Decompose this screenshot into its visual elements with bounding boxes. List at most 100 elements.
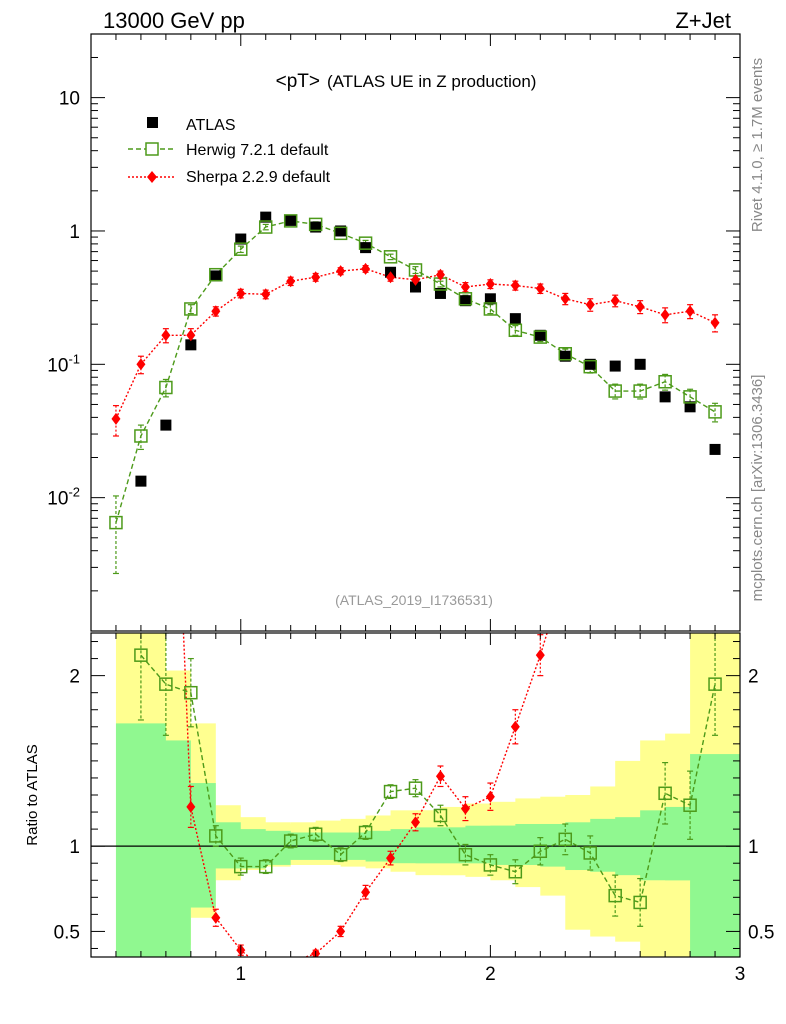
herwig-ratio-point (308, 827, 323, 841)
sherpa-point (435, 268, 445, 281)
main-y-tick-label: 10-2 (47, 485, 80, 510)
sherpa-point (236, 287, 246, 300)
ratio-y-tick-label-right: 0.5 (748, 922, 774, 943)
sherpa-point (685, 305, 695, 318)
legend-marker-herwig (145, 142, 159, 156)
main-plot-frame (91, 34, 740, 631)
sherpa-point (336, 265, 346, 278)
header-left-label: 13000 GeV pp (103, 8, 245, 33)
herwig-ratio-line (140, 654, 716, 904)
herwig-ratio-point (159, 677, 173, 691)
herwig-ratio-point (658, 786, 672, 801)
analysis-watermark: (ATLAS_2019_I1736531) (335, 592, 493, 608)
herwig-ratio-point (608, 888, 622, 903)
herwig-point (583, 359, 597, 374)
atlas-data-point (160, 419, 172, 431)
herwig-point (508, 323, 523, 338)
main-series-layer (109, 211, 722, 575)
sherpa-point (460, 280, 470, 293)
herwig-ratio-point (683, 798, 697, 812)
ratio-axis-title: Ratio to ATLAS (24, 744, 41, 845)
sherpa-point (510, 279, 520, 292)
herwig-point (184, 302, 198, 316)
sherpa-ratio-point (211, 911, 221, 924)
herwig-ratio-point (184, 685, 198, 700)
sherpa-point (560, 292, 570, 305)
legend-label-herwig: Herwig 7.2.1 default (186, 142, 329, 159)
herwig-point (383, 250, 398, 264)
main-y-tick-label: 10-1 (47, 351, 80, 376)
sherpa-point (535, 282, 545, 295)
sherpa-point (186, 329, 196, 342)
atlas-data-point (534, 329, 546, 341)
ratio-y-tick-label: 2 (69, 667, 80, 688)
legend-label-sherpa: Sherpa 2.2.9 default (186, 169, 331, 186)
chart-title-main: <pT> (276, 71, 320, 92)
herwig-point (358, 236, 373, 250)
herwig-point (109, 515, 123, 530)
sherpa-ratio-point (361, 886, 371, 899)
sherpa-point (261, 288, 271, 301)
sherpa-ratio-point (336, 925, 346, 938)
sherpa-point (286, 275, 296, 288)
ratio-y-tick-label-right: 1 (748, 837, 759, 858)
herwig-line (115, 220, 716, 523)
legend-marker-sherpa (147, 171, 157, 183)
sherpa-ratio-point (186, 800, 196, 813)
legend-label-atlas: ATLAS (186, 117, 236, 134)
ratio-y-tick-label-right: 2 (748, 667, 759, 688)
sherpa-point (211, 305, 221, 318)
herwig-ratio-point (633, 895, 647, 910)
herwig-point (658, 374, 672, 389)
herwig-point (558, 347, 573, 361)
herwig-point (333, 226, 348, 241)
sherpa-ratio-point (411, 816, 420, 829)
herwig-point (533, 330, 548, 344)
axes-layer: 1 2 3 10 1 10-1 10-2 0.5 0.5 1 1 2 2 (47, 33, 774, 985)
main-y-tick-label: 1 (69, 222, 80, 243)
ratio-uncertainty-bands (115, 633, 740, 957)
herwig-ratio-point (209, 829, 223, 843)
atlas-data-point (709, 443, 721, 455)
sherpa-ratio-point (290, 956, 292, 957)
herwig-ratio-point (508, 864, 523, 879)
herwig-ratio-point (258, 859, 273, 874)
herwig-ratio-point (583, 846, 597, 860)
atlas-data-point (609, 360, 621, 372)
herwig-ratio-point (383, 784, 398, 799)
x-tick-label: 1 (235, 964, 246, 985)
sherpa-ratio-point (485, 790, 495, 803)
herwig-ratio-point (333, 847, 348, 862)
sherpa-point (111, 412, 121, 425)
herwig-ratio-point (358, 825, 373, 840)
atlas-data-point (310, 221, 322, 233)
herwig-point (134, 429, 148, 443)
herwig-ratio-point (433, 808, 448, 823)
mcplots-label: mcplots.cern.ch [arXiv:1306.3436] (749, 375, 766, 602)
ratio-y-tick-label: 0.5 (54, 922, 80, 943)
herwig-point (159, 380, 173, 395)
sherpa-point (585, 298, 595, 311)
sherpa-point (710, 316, 720, 329)
sherpa-point (386, 271, 396, 284)
sherpa-point (311, 271, 321, 284)
herwig-ratio-point (234, 859, 248, 874)
header-right-label: Z+Jet (675, 8, 731, 33)
chart-title-sub: (ATLAS UE in Z production) (327, 72, 536, 91)
sherpa-ratio-point (510, 720, 520, 733)
herwig-point (683, 390, 697, 404)
sherpa-ratio-point (460, 802, 470, 815)
sherpa-point (485, 278, 495, 291)
atlas-data-point (410, 281, 421, 293)
sherpa-ratio-point (535, 649, 545, 662)
atlas-data-point (509, 313, 521, 325)
herwig-point (258, 220, 273, 234)
sherpa-ratio-point (386, 852, 396, 865)
herwig-point (308, 217, 323, 232)
atlas-data-point (285, 214, 297, 226)
herwig-point (483, 302, 498, 316)
atlas-data-point (135, 475, 147, 487)
sherpa-point (660, 308, 670, 321)
herwig-ratio-point (408, 781, 423, 795)
